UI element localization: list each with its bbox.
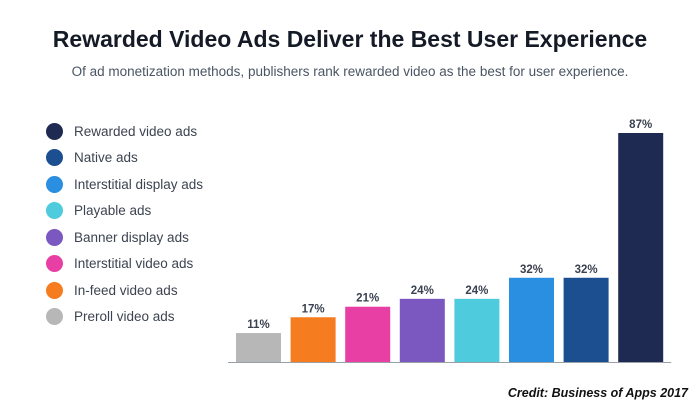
legend-label: Rewarded video ads xyxy=(74,123,198,139)
legend-label: Banner display ads xyxy=(74,229,189,245)
legend: Rewarded video ads Native ads Interstitial… xyxy=(46,118,203,330)
data-label: 17% xyxy=(302,303,325,315)
bar xyxy=(454,298,500,362)
data-label: 24% xyxy=(411,285,434,297)
bar xyxy=(509,277,554,362)
legend-swatch xyxy=(46,281,63,299)
legend-item: Interstitial display ads xyxy=(46,171,203,198)
data-label: 32% xyxy=(575,264,598,276)
bar xyxy=(618,133,664,362)
legend-swatch xyxy=(46,228,63,246)
legend-item: Native ads xyxy=(46,145,203,172)
data-label: 11% xyxy=(247,319,269,331)
legend-item: In-feed video ads xyxy=(46,277,203,304)
legend-swatch xyxy=(46,308,63,326)
legend-label: Interstitial display ads xyxy=(74,176,204,192)
bar xyxy=(236,333,281,362)
legend-swatch xyxy=(46,255,63,273)
legend-swatch xyxy=(46,175,63,193)
legend-label: Preroll video ads xyxy=(74,309,175,325)
legend-swatch xyxy=(46,202,63,220)
legend-label: Interstitial video ads xyxy=(74,256,194,272)
legend-item: Interstitial video ads xyxy=(46,251,203,278)
data-label: 24% xyxy=(465,285,488,297)
bar xyxy=(399,298,445,362)
bar xyxy=(563,277,609,362)
bar xyxy=(290,317,336,362)
legend-item: Playable ads xyxy=(46,198,203,225)
bar xyxy=(345,306,391,362)
legend-item: Rewarded video ads xyxy=(46,118,203,145)
data-label: 32% xyxy=(520,264,543,276)
data-label: 87% xyxy=(629,119,652,131)
legend-item: Banner display ads xyxy=(46,224,203,251)
data-label: 21% xyxy=(356,293,379,305)
chart-title: Rewarded Video Ads Deliver the Best User… xyxy=(52,26,648,52)
legend-label: Playable ads xyxy=(74,203,152,219)
legend-item: Preroll video ads xyxy=(46,304,203,331)
legend-label: Native ads xyxy=(74,150,138,166)
chart-subtitle: Of ad monetization methods, publishers r… xyxy=(71,64,629,79)
legend-label: In-feed video ads xyxy=(74,282,178,298)
credit-text: Credit: Business of Apps 2017 xyxy=(507,386,688,400)
legend-swatch xyxy=(46,122,63,140)
legend-swatch xyxy=(46,149,63,167)
